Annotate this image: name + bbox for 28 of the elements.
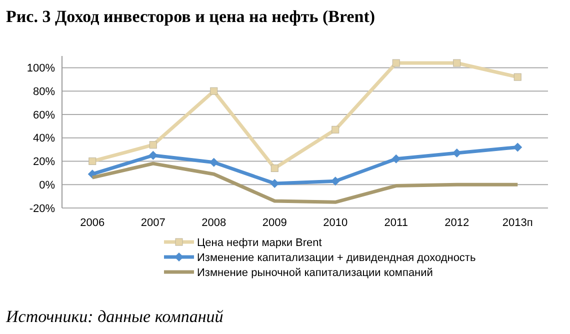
x-tick-label: 2006: [80, 217, 105, 229]
y-tick-label: 60%: [32, 109, 56, 122]
legend-label: Цена нефти марки Brent: [197, 236, 322, 249]
text: Источники: данные компаний: [5, 307, 224, 326]
point: [514, 73, 522, 81]
x-tick-label: 2008: [202, 217, 226, 229]
y-tick-label: 40%: [32, 132, 56, 145]
point: [332, 126, 340, 134]
point: [270, 164, 278, 172]
x-tick-label: 2007: [140, 217, 166, 229]
x-tick-label: 2009: [262, 217, 287, 229]
chart-title: Рис. 3 Доход инвесторов и цена на нефть (Brent): [6, 7, 376, 26]
point: [210, 87, 218, 95]
x-tick-label: 2011: [384, 217, 408, 229]
point: [392, 59, 400, 67]
legend-label: Изменение капитализации + дивидендная доходность: [197, 252, 476, 264]
point: [453, 59, 461, 67]
y-tick-label: 0%: [39, 179, 56, 192]
y-tick-label: 80%: [32, 86, 56, 98]
x-tick-label: 2010: [323, 217, 348, 229]
y-tick-label: -20%: [29, 202, 56, 215]
legend-label: Измнение рыночной капитализации компаний: [197, 266, 433, 279]
y-tick-label: 20%: [32, 156, 56, 168]
y-tick-label: 100%: [26, 62, 56, 75]
x-tick-label: 2012: [444, 217, 470, 229]
x-tick-label: 2013п: [502, 217, 533, 229]
point: [88, 157, 96, 165]
point: [149, 141, 157, 149]
